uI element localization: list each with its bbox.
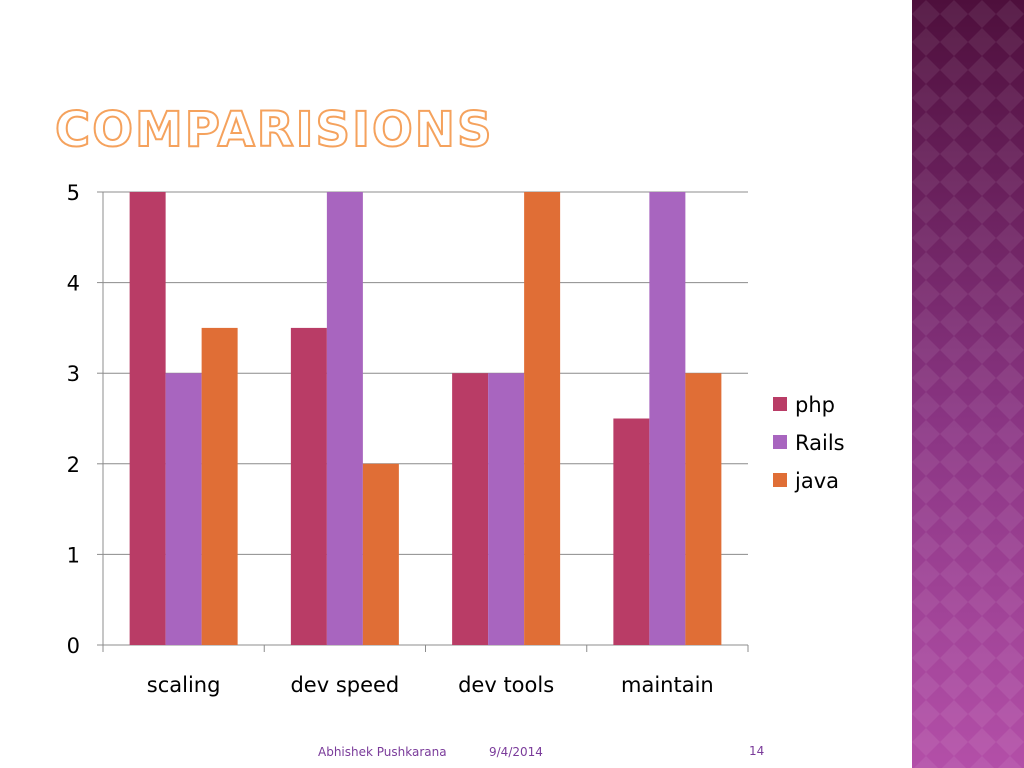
bar-rails-dev-speed <box>326 192 363 645</box>
bar-java-scaling <box>201 327 238 645</box>
legend-swatch-php <box>773 397 787 411</box>
x-tick-label: maintain <box>621 673 714 697</box>
bar-java-dev-speed <box>362 463 399 645</box>
x-tick-label: dev speed <box>290 673 399 697</box>
bar-chart: 0 1 2 3 4 5 scaling dev speed dev tools maintain p… <box>67 181 845 697</box>
slide-title: COMPARISIONS <box>54 101 494 159</box>
bar-rails-scaling <box>165 373 202 645</box>
side-decor-panel <box>912 0 1024 768</box>
y-tick-label: 5 <box>67 181 80 205</box>
bar-rails-dev-tools <box>488 373 525 645</box>
bar-java-maintain <box>685 373 722 645</box>
bar-php-dev-tools <box>452 373 489 645</box>
bar-php-dev-speed <box>290 327 327 645</box>
bar-rails-maintain <box>649 192 686 645</box>
x-tick-label: scaling <box>147 673 221 697</box>
legend-label-php: php <box>795 393 835 417</box>
legend-swatch-rails <box>773 435 787 449</box>
legend-label-rails: Rails <box>795 431 845 455</box>
legend-label-java: java <box>794 469 839 493</box>
footer-author: Abhishek Pushkarana <box>318 745 447 759</box>
bar-php-scaling <box>129 192 166 645</box>
y-tick-label: 0 <box>67 634 80 658</box>
bar-java-dev-tools <box>524 192 561 645</box>
y-tick-label: 3 <box>67 362 80 386</box>
y-tick-label: 2 <box>67 453 80 477</box>
bar-php-maintain <box>613 418 650 645</box>
footer-date: 9/4/2014 <box>489 745 543 759</box>
y-tick-label: 1 <box>67 543 80 567</box>
page-number: 14 <box>749 744 765 758</box>
legend-swatch-java <box>773 473 787 487</box>
x-tick-label: dev tools <box>458 673 554 697</box>
y-tick-label: 4 <box>67 272 80 296</box>
diamond-pattern-decor <box>912 0 1024 768</box>
